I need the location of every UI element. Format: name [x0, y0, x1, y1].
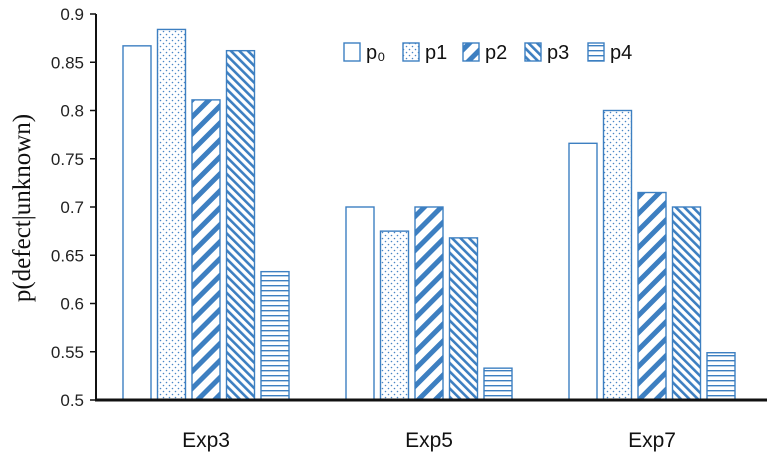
legend-swatch-p2 — [462, 42, 480, 62]
bar-exp5-p4 — [483, 367, 513, 401]
bar-exp3-p₀ — [122, 45, 152, 401]
bar-exp5-p₀ — [345, 206, 375, 401]
legend-label: p2 — [485, 42, 507, 64]
y-tick-label: 0.75 — [51, 150, 84, 169]
y-tick-label: 0.9 — [60, 5, 84, 24]
y-tick-label: 0.8 — [60, 102, 84, 121]
bar-exp5-p2 — [414, 206, 444, 401]
legend-label: p4 — [610, 42, 632, 64]
y-tick-label: 0.7 — [60, 198, 84, 217]
bar-exp7-p3 — [671, 206, 702, 401]
legend-swatch-p₀ — [343, 42, 361, 62]
legend-label: p3 — [547, 42, 569, 64]
bar-exp3-p3 — [225, 49, 256, 401]
y-axis: 0.9 0.85 0.8 0.75 0.7 0.65 0.6 0.55 0.5 — [51, 5, 96, 410]
bar-exp7-p2 — [637, 191, 667, 401]
x-axis: Exp3 Exp5 Exp7 — [182, 429, 676, 452]
bar-exp3-p2 — [191, 99, 221, 401]
legend: p₀ p1 p2 p3 p4 — [343, 42, 632, 64]
legend-swatch-p1 — [402, 42, 420, 62]
legend-swatch-p4 — [587, 42, 605, 62]
bar-exp7-p1 — [602, 109, 633, 401]
y-tick-label: 0.85 — [51, 53, 84, 72]
bar-exp3-p1 — [156, 28, 187, 401]
bar-exp7-p4 — [706, 352, 736, 401]
bar-exp3-p4 — [260, 270, 290, 401]
bar-exp7-p₀ — [568, 142, 598, 401]
x-tick-label: Exp3 — [182, 429, 230, 452]
bar-exp5-p3 — [448, 237, 479, 401]
legend-swatch-p3 — [524, 42, 542, 62]
bars — [122, 28, 736, 401]
x-tick-label: Exp5 — [405, 429, 453, 452]
y-axis-label: p(defect|unknown) — [9, 114, 36, 302]
legend-label: p₀ — [366, 42, 385, 64]
x-tick-label: Exp7 — [628, 429, 676, 452]
y-tick-label: 0.6 — [60, 295, 84, 314]
legend-label: p1 — [425, 42, 447, 64]
y-tick-label: 0.65 — [51, 246, 84, 265]
y-tick-label: 0.55 — [51, 343, 84, 362]
bar-exp5-p1 — [379, 230, 410, 401]
y-tick-label: 0.5 — [60, 391, 84, 410]
